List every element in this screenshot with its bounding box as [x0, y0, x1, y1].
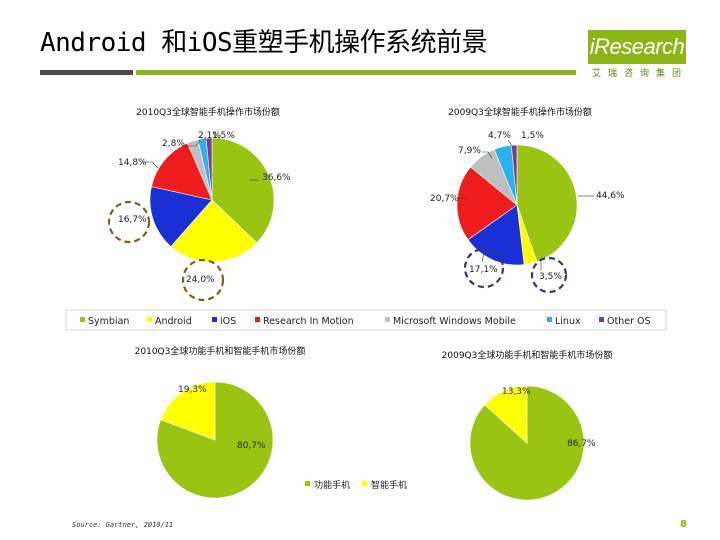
leader-line-microsoft-windows-mobile-2010 [184, 139, 201, 147]
pie-slice-research-in-motion-2009 [456, 166, 518, 241]
chart-title: 2009Q3全球功能手机和智能手机市场份额 [442, 349, 613, 361]
data-label-research-in-motion-2010: 14,8% [118, 158, 147, 168]
data-label-symbian-2010: 36,6% [262, 173, 291, 183]
data-label-symbian-2009: 44,6% [596, 191, 625, 201]
legend-label-android: Android [155, 316, 192, 327]
pie-slice-series-2009-type [484, 385, 528, 444]
page-number: 8 [680, 519, 687, 530]
legend-label-research-in-motion: Research In Motion [263, 316, 354, 327]
legend-label-microsoft-windows-mobile: Microsoft Windows Mobile [393, 316, 516, 327]
data-label-linux-2009: 4,7% [488, 131, 511, 141]
data-label-android-2010: 24,0% [186, 275, 215, 285]
legend-os-frame [65, 309, 667, 331]
data-label-series-2009-type: 13,3% [502, 387, 531, 397]
highlight-circle-android-2009 [530, 256, 568, 294]
data-label-microsoft-windows-mobile-2010: 2,8% [162, 139, 185, 149]
data-label-ios-2010: 16,7% [118, 215, 147, 225]
pie-slice-ios-2010 [149, 186, 213, 247]
chart-title: 2010Q3全球智能手机操作市场份额 [136, 106, 280, 118]
pie-slice-other-os-2010 [205, 137, 213, 201]
leader-line-ios-2009 [481, 247, 486, 263]
pie-slice-android-2010 [170, 199, 258, 263]
legend-label-smartphone: 智能手机 [371, 479, 407, 491]
leader-line-linux-2010 [204, 137, 207, 141]
pie-chart-4: 2009Q3全球功能手机和智能手机市场份额 86,7% 13,3% [442, 349, 613, 501]
pie-chart-2: 2009Q3全球智能手机操作市场份额 44,6% 3,5% 17,1% 20,7% 7,9… [430, 106, 625, 282]
pie-chart-3: 2010Q3全球功能手机和智能手机市场份额 80,7% 19,3% [135, 345, 306, 499]
legend-swatch-research-in-motion [255, 317, 260, 322]
data-label-series-2010-type: 80,7% [237, 441, 266, 451]
title-underline-green [136, 70, 576, 75]
title-underline [40, 70, 576, 75]
leader-line-microsoft-windows-mobile-2009 [482, 151, 493, 159]
legend-label-feature-phone: 功能手机 [314, 479, 350, 491]
pie-chart-1: 2010Q3全球智能手机操作市场份额 36,6% 24,0% 16,7% 14,8% 2,… [118, 106, 291, 285]
highlight-circle-ios-2010 [107, 200, 151, 244]
data-label-ios-2009: 17,1% [469, 265, 498, 275]
chart-title: 2010Q3全球功能手机和智能手机市场份额 [135, 345, 306, 357]
data-label-series-2009-type: 86,7% [567, 439, 596, 449]
title-underline-dark [40, 70, 133, 75]
legend-label-ios: iOS [220, 316, 236, 327]
legend-swatch-linux [547, 317, 552, 322]
legend-swatch-symbian [80, 317, 85, 322]
data-label-other-os-2010: 1,5% [212, 131, 235, 141]
data-label-linux-2010: 2,1% [198, 131, 221, 141]
source-note: Source: Gartner, 2010/11 [72, 521, 174, 529]
data-label-series-2010-type: 19,3% [178, 385, 207, 395]
highlight-circle-android-2010 [181, 258, 225, 302]
leader-line-linux-2009 [507, 139, 513, 147]
legend-swatch-android [147, 317, 152, 322]
legend-phone-type: 功能手机 智能手机 [305, 479, 407, 491]
legend-swatch-smartphone [362, 481, 367, 486]
data-label-research-in-motion-2009: 20,7% [430, 194, 459, 204]
pie-slice-symbian-2010 [211, 137, 275, 244]
pie-slice-series-2010-type [160, 381, 216, 441]
legend-swatch-microsoft-windows-mobile [385, 317, 390, 322]
data-label-other-os-2009: 1,5% [521, 131, 544, 141]
legend-label-symbian: Symbian [88, 316, 129, 327]
page-title: Android 和iOS重塑手机操作系统前景 [40, 28, 488, 58]
pie-slice-symbian-2009 [516, 144, 578, 262]
legend-swatch-ios [212, 317, 217, 322]
pie-slice-ios-2009 [467, 204, 525, 266]
data-label-android-2009: 3,5% [539, 272, 562, 282]
data-label-microsoft-windows-mobile-2009: 7,9% [458, 146, 481, 156]
iresearch-logo: iResearch [588, 30, 686, 64]
highlight-circle-ios-2009 [463, 247, 505, 289]
legend-swatch-other-os [599, 317, 604, 322]
leader-line-research-in-motion-2010 [143, 161, 159, 169]
chart-title: 2009Q3全球智能手机操作市场份额 [448, 106, 592, 118]
pie-slice-research-in-motion-2010 [151, 142, 213, 201]
legend-os: Symbian Android iOS Research In Motion Micro… [65, 309, 667, 331]
legend-label-linux: Linux [555, 316, 581, 327]
logo-subtitle: 艾瑞咨询集团 [592, 69, 689, 79]
legend-label-other-os: Other OS [607, 316, 651, 327]
legend-swatch-feature-phone [305, 481, 310, 486]
